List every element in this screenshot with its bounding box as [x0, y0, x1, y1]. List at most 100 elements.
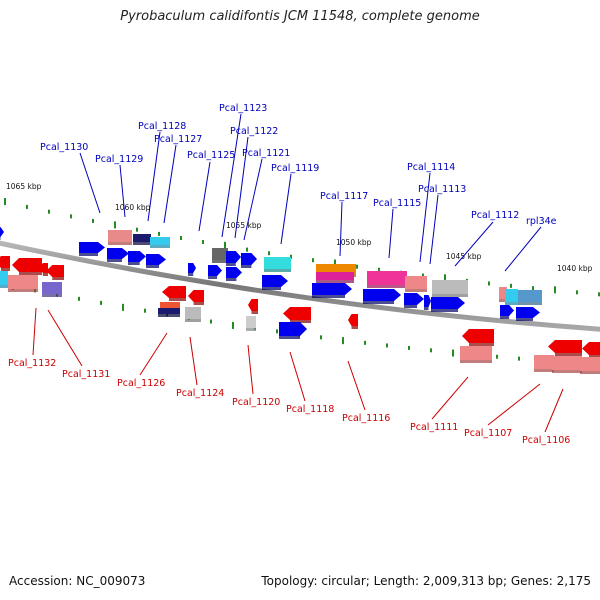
- gene-arrow[interactable]: [518, 290, 542, 305]
- gene-arrow[interactable]: [500, 305, 514, 319]
- gene-arrow[interactable]: [431, 297, 465, 312]
- gene-arrow[interactable]: [12, 258, 42, 275]
- gene-arrow[interactable]: [424, 295, 431, 310]
- gene-arrow[interactable]: [133, 234, 151, 245]
- gene-arrow[interactable]: [188, 263, 196, 276]
- gene-label-pcal-1130[interactable]: Pcal_1130: [40, 142, 88, 153]
- tick-mark: [100, 300, 102, 305]
- tick-mark: [496, 354, 498, 359]
- gene-arrow[interactable]: [283, 307, 311, 323]
- leader-line: [234, 136, 249, 239]
- gene-label-pcal-1127[interactable]: Pcal_1127: [154, 134, 202, 145]
- gene-arrow[interactable]: [534, 355, 554, 372]
- gene-arrow[interactable]: [462, 329, 494, 346]
- gene-label-pcal-1113[interactable]: Pcal_1113: [418, 184, 466, 195]
- leader-line: [79, 152, 101, 214]
- gene-arrow[interactable]: [0, 271, 8, 288]
- tick-label: 1055 kbp: [226, 221, 262, 230]
- gene-arrow[interactable]: [150, 237, 170, 248]
- gene-arrow[interactable]: [0, 256, 11, 271]
- gene-arrow[interactable]: [42, 282, 62, 297]
- gene-label-pcal-1115[interactable]: Pcal_1115: [373, 198, 421, 209]
- gene-arrow[interactable]: [185, 307, 201, 322]
- gene-label-pcal-1123[interactable]: Pcal_1123: [219, 103, 267, 114]
- gene-arrow[interactable]: [146, 254, 166, 268]
- tick-mark: [408, 345, 410, 350]
- gene-arrow[interactable]: [46, 265, 64, 280]
- gene-arrow[interactable]: [279, 322, 307, 339]
- gene-label-pcal-1106[interactable]: Pcal_1106: [522, 435, 570, 446]
- gene-arrow[interactable]: [128, 251, 146, 265]
- gene-label-pcal-1122[interactable]: Pcal_1122: [230, 126, 278, 137]
- gene-arrow[interactable]: [212, 248, 228, 263]
- gene-arrow[interactable]: [8, 275, 38, 292]
- gene-label-pcal-1117[interactable]: Pcal_1117: [320, 191, 368, 202]
- gene-arrow[interactable]: [505, 289, 518, 305]
- tick-mark: [598, 292, 600, 297]
- gene-label-pcal-1126[interactable]: Pcal_1126: [117, 378, 165, 389]
- gene-arrow[interactable]: [432, 280, 468, 297]
- gene-arrow[interactable]: [226, 267, 242, 281]
- gene-label-pcal-1107[interactable]: Pcal_1107: [464, 428, 512, 439]
- gene-arrow[interactable]: [226, 251, 241, 266]
- gene-label-pcal-1119[interactable]: Pcal_1119: [271, 163, 319, 174]
- gene-arrow[interactable]: [79, 242, 105, 256]
- gene-arrow[interactable]: [363, 289, 401, 304]
- tick-mark: [48, 209, 50, 214]
- gene-label-pcal-1132[interactable]: Pcal_1132: [8, 358, 56, 369]
- gene-arrow[interactable]: [316, 272, 354, 283]
- tick-mark: [144, 308, 146, 313]
- gene-label-pcal-1129[interactable]: Pcal_1129: [95, 154, 143, 165]
- gene-label-pcal-1125[interactable]: Pcal_1125: [187, 150, 235, 161]
- gene-arrow[interactable]: [262, 275, 288, 290]
- tick-mark: [114, 221, 116, 229]
- tick-mark: [136, 227, 138, 232]
- gene-label-pcal-1128[interactable]: Pcal_1128: [138, 121, 186, 132]
- gene-arrow[interactable]: [158, 308, 180, 317]
- gene-arrow[interactable]: [460, 346, 492, 363]
- gene-label-pcal-1112[interactable]: Pcal_1112: [471, 210, 519, 221]
- gene-arrow[interactable]: [348, 314, 358, 329]
- gene-arrow[interactable]: [108, 230, 132, 245]
- gene-arrow[interactable]: [548, 340, 582, 356]
- gene-arrow[interactable]: [241, 253, 257, 268]
- gene-arrow[interactable]: [367, 271, 407, 288]
- gene-arrow[interactable]: [188, 290, 204, 305]
- tick-mark: [312, 258, 314, 263]
- gene-arrow[interactable]: [0, 227, 4, 240]
- gene-arrow[interactable]: [246, 316, 256, 331]
- gene-label-pcal-1131[interactable]: Pcal_1131: [62, 369, 110, 380]
- gene-arrow[interactable]: [552, 356, 582, 373]
- tick-mark: [430, 348, 432, 353]
- gene-arrow[interactable]: [582, 342, 600, 358]
- gene-label-pcal-1118[interactable]: Pcal_1118: [286, 404, 334, 415]
- gene-arrow[interactable]: [404, 293, 424, 308]
- gene-arrow[interactable]: [405, 276, 427, 292]
- gene-label-pcal-1121[interactable]: Pcal_1121: [242, 148, 290, 159]
- gene-arrow[interactable]: [248, 299, 258, 314]
- gene-arrow[interactable]: [107, 248, 129, 262]
- gene-arrow[interactable]: [208, 265, 222, 279]
- gene-label-pcal-1114[interactable]: Pcal_1114: [407, 162, 455, 173]
- gene-label-pcal-1124[interactable]: Pcal_1124: [176, 388, 224, 399]
- leader-line: [429, 194, 439, 265]
- reverse-gene-labels: Pcal_1132 Pcal_1131 Pcal_1126 Pcal_1124 …: [8, 358, 570, 446]
- gene-arrow[interactable]: [312, 283, 352, 298]
- gene-label-pcal-1116[interactable]: Pcal_1116: [342, 413, 390, 424]
- gene-label-rpl34e[interactable]: rpl34e: [526, 216, 557, 227]
- gene-arrow[interactable]: [580, 357, 600, 374]
- tick-mark: [386, 343, 388, 348]
- gene-arrow[interactable]: [264, 257, 291, 272]
- gene-arrow[interactable]: [516, 307, 540, 321]
- gene-label-pcal-1120[interactable]: Pcal_1120: [232, 397, 280, 408]
- tick-mark: [268, 251, 270, 256]
- tick-mark: [334, 259, 336, 267]
- leader-line: [119, 164, 126, 218]
- gene-arrow[interactable]: [162, 286, 186, 301]
- gene-arrow[interactable]: [40, 263, 48, 276]
- tick-mark: [78, 296, 80, 301]
- gene-label-pcal-1111[interactable]: Pcal_1111: [410, 422, 458, 433]
- tick-mark: [210, 319, 212, 324]
- genome-backbone: [0, 240, 600, 332]
